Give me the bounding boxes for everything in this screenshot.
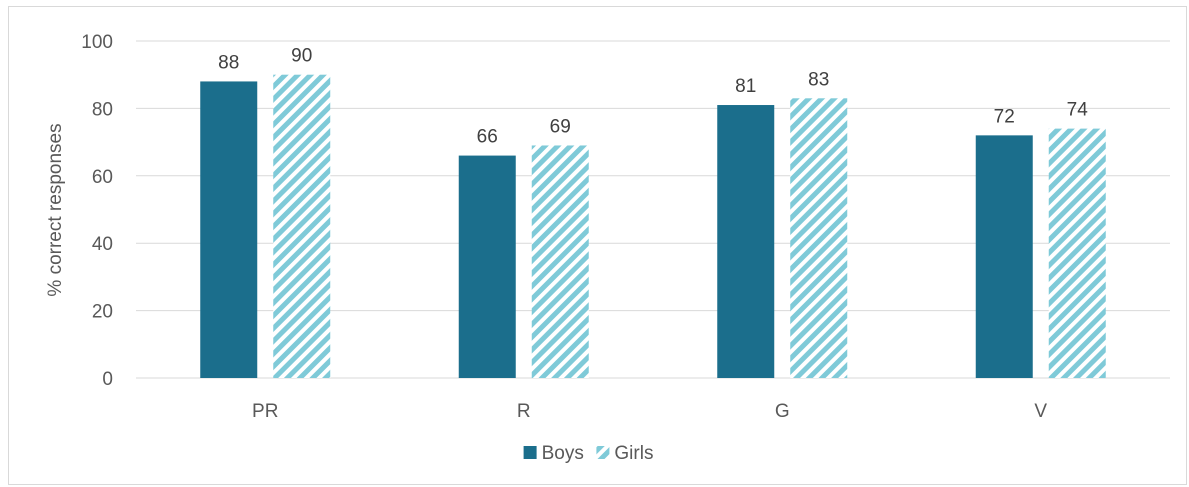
bar-boys-g (717, 105, 775, 378)
data-label-girls-v: 74 (1067, 100, 1089, 121)
y-tick-label-0: 0 (102, 369, 113, 390)
legend-swatch-boys (523, 446, 537, 459)
data-label-girls-g: 83 (808, 69, 829, 90)
legend: Boys Girls (523, 443, 653, 464)
data-label-boys-g: 81 (735, 76, 756, 97)
bar-boys-pr (200, 81, 258, 378)
bar-boys-v (975, 135, 1033, 378)
x-tick-label-g: G (775, 401, 790, 422)
legend-swatch-girls (596, 446, 610, 459)
y-tick-label-40: 40 (92, 234, 113, 255)
y-tick-label-100: 100 (81, 32, 113, 53)
bar-girls-g (790, 98, 848, 378)
bar-girls-v (1048, 128, 1106, 378)
x-tick-label-v: V (1034, 401, 1047, 422)
x-tick-label-pr: PR (252, 401, 278, 422)
legend-label-boys: Boys (542, 443, 584, 464)
bars (200, 74, 1106, 378)
data-label-girls-r: 69 (550, 116, 571, 137)
bar-girls-r (531, 145, 589, 378)
x-axis-category-labels: PR R G V (252, 401, 1047, 422)
x-tick-label-r: R (517, 401, 531, 422)
y-tick-label-20: 20 (92, 302, 113, 323)
bar-boys-r (458, 155, 516, 378)
y-tick-label-80: 80 (92, 99, 113, 120)
data-label-boys-r: 66 (477, 127, 498, 148)
y-axis-title: % correct responses (45, 123, 66, 296)
bar-girls-pr (273, 74, 331, 378)
legend-label-girls: Girls (614, 443, 653, 464)
data-label-boys-v: 72 (994, 106, 1015, 127)
data-label-girls-pr: 90 (291, 46, 312, 67)
y-tick-label-60: 60 (92, 167, 113, 188)
y-axis-tick-labels: 0 20 40 60 80 100 (81, 32, 113, 390)
data-labels: 88 90 66 69 81 83 72 74 (218, 46, 1088, 148)
data-label-boys-pr: 88 (218, 52, 239, 73)
